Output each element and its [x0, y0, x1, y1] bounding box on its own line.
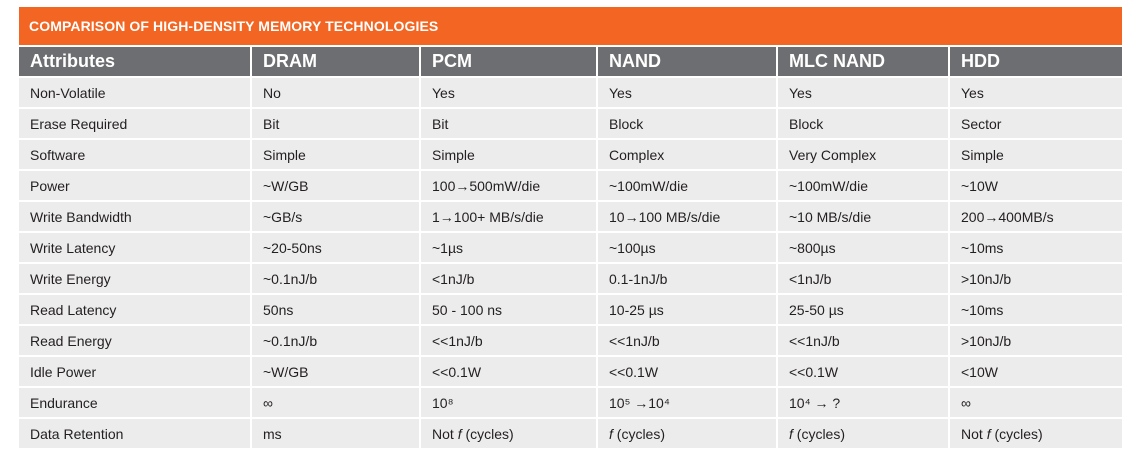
table-cell: 10⁴ → ? — [776, 386, 948, 417]
header-mlc-nand: MLC NAND — [776, 45, 948, 76]
table-cell: 25-50 µs — [776, 293, 948, 324]
table-cell: <<1nJ/b — [776, 324, 948, 355]
table-cell: 1→100+ MB/s/die — [419, 200, 596, 231]
row-attribute-label: Idle Power — [19, 355, 250, 386]
row-attribute-label: Data Retention — [19, 417, 250, 448]
table-cell: Simple — [948, 138, 1122, 169]
table-cell: ~20-50ns — [250, 231, 419, 262]
header-hdd: HDD — [948, 45, 1122, 76]
table-cell: <<0.1W — [419, 355, 596, 386]
header-dram: DRAM — [250, 45, 419, 76]
table-cell: Simple — [250, 138, 419, 169]
table-cell: ~100µs — [596, 231, 776, 262]
table-cell: Block — [776, 107, 948, 138]
table-cell: ~10ms — [948, 231, 1122, 262]
table-body: Non-Volatile No Yes Yes Yes Yes Erase Required… — [19, 76, 1122, 448]
table-cell: <1nJ/b — [776, 262, 948, 293]
table-cell: Yes — [596, 76, 776, 107]
table-cell: <<0.1W — [596, 355, 776, 386]
row-attribute-label: Write Energy — [19, 262, 250, 293]
table-cell: ~800µs — [776, 231, 948, 262]
table-cell: ~W/GB — [250, 355, 419, 386]
table-cell: f (cycles) — [596, 417, 776, 448]
table-row: Non-Volatile No Yes Yes Yes Yes — [19, 76, 1122, 107]
table-cell: 100→500mW/die — [419, 169, 596, 200]
table-cell: Not f (cycles) — [419, 417, 596, 448]
table-row: Write Latency ~20-50ns ~1µs ~100µs ~800µs ~10… — [19, 231, 1122, 262]
table-cell: Bit — [250, 107, 419, 138]
table-row: Endurance ∞ 10⁸ 10⁵ →10⁴ 10⁴ → ? ∞ — [19, 386, 1122, 417]
table-row: Read Energy ~0.1nJ/b <<1nJ/b <<1nJ/b <<1nJ/b… — [19, 324, 1122, 355]
table-cell: 50 - 100 ns — [419, 293, 596, 324]
table-cell: Not f (cycles) — [948, 417, 1122, 448]
row-attribute-label: Write Latency — [19, 231, 250, 262]
table-cell: No — [250, 76, 419, 107]
header-nand: NAND — [596, 45, 776, 76]
table-cell: ~GB/s — [250, 200, 419, 231]
table-cell: <1nJ/b — [419, 262, 596, 293]
table-cell: Complex — [596, 138, 776, 169]
table-cell: Block — [596, 107, 776, 138]
table-row: Data Retention ms Not f (cycles) f (cycles)… — [19, 417, 1122, 448]
table-cell: ms — [250, 417, 419, 448]
table-title: COMPARISON OF HIGH-DENSITY MEMORY TECHNO… — [19, 7, 1122, 45]
table-cell: 50ns — [250, 293, 419, 324]
header-row: Attributes DRAM PCM NAND MLC NAND HDD — [19, 45, 1122, 76]
header-pcm: PCM — [419, 45, 596, 76]
table-cell: <<1nJ/b — [419, 324, 596, 355]
table-row: Write Bandwidth ~GB/s 1→100+ MB/s/die 10→10… — [19, 200, 1122, 231]
table-cell: Sector — [948, 107, 1122, 138]
table-cell: ~W/GB — [250, 169, 419, 200]
row-attribute-label: Software — [19, 138, 250, 169]
table-row: Software Simple Simple Complex Very Complex S… — [19, 138, 1122, 169]
table-cell: <<1nJ/b — [596, 324, 776, 355]
table-cell: ~0.1nJ/b — [250, 262, 419, 293]
table-row: Idle Power ~W/GB <<0.1W <<0.1W <<0.1W <10W — [19, 355, 1122, 386]
table-cell: 10-25 µs — [596, 293, 776, 324]
table-cell: ~10W — [948, 169, 1122, 200]
table-cell: 0.1-1nJ/b — [596, 262, 776, 293]
table-cell: >10nJ/b — [948, 262, 1122, 293]
table-cell: 10→100 MB/s/die — [596, 200, 776, 231]
table-header: Attributes DRAM PCM NAND MLC NAND HDD — [19, 45, 1122, 76]
table-cell: ∞ — [948, 386, 1122, 417]
table-row: Power ~W/GB 100→500mW/die ~100mW/die ~100mW/… — [19, 169, 1122, 200]
row-attribute-label: Read Energy — [19, 324, 250, 355]
table-cell: ~100mW/die — [776, 169, 948, 200]
table-row: Write Energy ~0.1nJ/b <1nJ/b 0.1-1nJ/b <1nJ/… — [19, 262, 1122, 293]
row-attribute-label: Endurance — [19, 386, 250, 417]
table-cell: Yes — [948, 76, 1122, 107]
table-cell: 10⁵ →10⁴ — [596, 386, 776, 417]
table-cell: <10W — [948, 355, 1122, 386]
table-cell: Simple — [419, 138, 596, 169]
row-attribute-label: Power — [19, 169, 250, 200]
row-attribute-label: Erase Required — [19, 107, 250, 138]
table-cell: 10⁸ — [419, 386, 596, 417]
header-attributes: Attributes — [19, 45, 250, 76]
table-cell: ~1µs — [419, 231, 596, 262]
row-attribute-label: Non-Volatile — [19, 76, 250, 107]
table-cell: ~100mW/die — [596, 169, 776, 200]
table-cell: 200→400MB/s — [948, 200, 1122, 231]
table-cell: Yes — [419, 76, 596, 107]
table-cell: ~10 MB/s/die — [776, 200, 948, 231]
table-cell: <<0.1W — [776, 355, 948, 386]
table-cell: ~0.1nJ/b — [250, 324, 419, 355]
table-cell: >10nJ/b — [948, 324, 1122, 355]
comparison-panel: COMPARISON OF HIGH-DENSITY MEMORY TECHNO… — [19, 7, 1122, 448]
row-attribute-label: Read Latency — [19, 293, 250, 324]
comparison-table: Attributes DRAM PCM NAND MLC NAND HDD Non-Vol… — [19, 45, 1122, 448]
table-cell: Yes — [776, 76, 948, 107]
table-cell: ~10ms — [948, 293, 1122, 324]
table-cell: Bit — [419, 107, 596, 138]
table-row: Erase Required Bit Bit Block Block Sector — [19, 107, 1122, 138]
table-cell: f (cycles) — [776, 417, 948, 448]
row-attribute-label: Write Bandwidth — [19, 200, 250, 231]
table-row: Read Latency 50ns 50 - 100 ns 10-25 µs 25-50… — [19, 293, 1122, 324]
table-cell: ∞ — [250, 386, 419, 417]
table-cell: Very Complex — [776, 138, 948, 169]
